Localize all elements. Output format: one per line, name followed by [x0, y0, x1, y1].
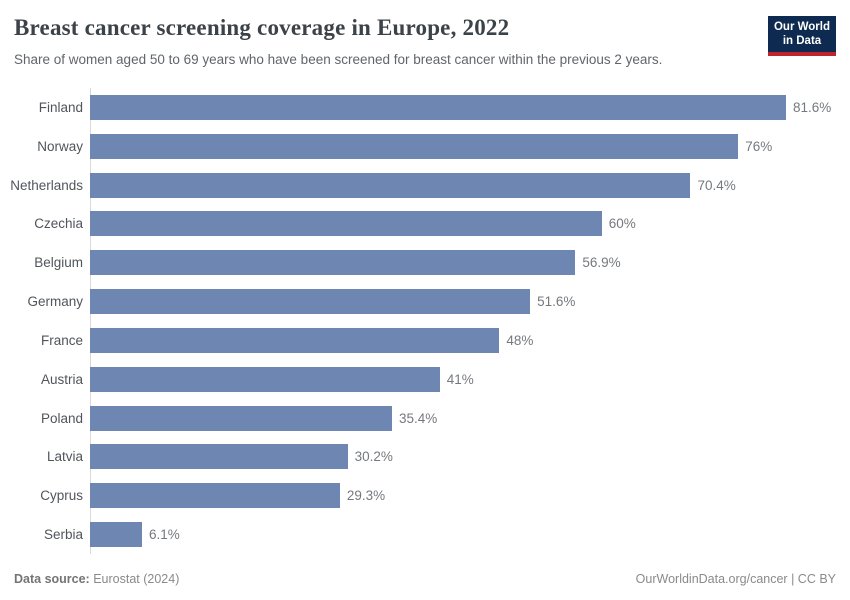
value-label: 81.6%	[793, 99, 832, 115]
value-label: 29.3%	[346, 488, 386, 504]
bar-track: 35.4%	[90, 405, 850, 431]
bar-row: Czechia 60%	[0, 204, 850, 243]
license-label: CC BY	[797, 572, 836, 586]
owid-logo-line2: in Data	[782, 34, 822, 47]
data-source-label: Data source:	[14, 572, 90, 586]
category-label: Belgium	[34, 255, 83, 271]
category-label: Serbia	[43, 527, 83, 543]
bar-track: 41%	[90, 366, 850, 392]
bar-track: 48%	[90, 327, 850, 353]
bar-track: 81.6%	[90, 94, 850, 120]
footer: Data source: Eurostat (2024) OurWorldinD…	[14, 572, 836, 587]
bar-row: Belgium 56.9%	[0, 243, 850, 282]
value-label: 60%	[608, 216, 636, 232]
bar[interactable]	[90, 366, 440, 392]
header: Breast cancer screening coverage in Euro…	[14, 14, 750, 68]
bar[interactable]	[90, 444, 348, 470]
bar-row: Serbia 6.1%	[0, 515, 850, 554]
bar-track: 60%	[90, 211, 850, 237]
bar-row: Norway 76%	[0, 127, 850, 166]
bar[interactable]	[90, 327, 500, 353]
bar[interactable]	[90, 483, 340, 509]
category-label: Latvia	[46, 449, 83, 465]
category-label: Norway	[37, 138, 83, 154]
category-label: France	[40, 332, 83, 348]
data-source: Data source: Eurostat (2024)	[14, 572, 179, 587]
bar[interactable]	[90, 250, 576, 276]
owid-logo[interactable]: Our World in Data	[768, 16, 836, 56]
bar-track: 30.2%	[90, 444, 850, 470]
category-label: Austria	[40, 371, 83, 387]
bar-track: 6.1%	[90, 522, 850, 548]
value-label: 6.1%	[149, 527, 180, 543]
bar-track: 29.3%	[90, 483, 850, 509]
bar[interactable]	[90, 522, 143, 548]
bar[interactable]	[90, 405, 392, 431]
value-label: 51.6%	[537, 294, 576, 310]
value-label: 76%	[745, 138, 773, 154]
page-title: Breast cancer screening coverage in Euro…	[14, 15, 510, 40]
bar-row: Poland 35.4%	[0, 399, 850, 438]
category-label: Germany	[27, 294, 83, 310]
category-label: Finland	[38, 99, 83, 115]
category-label: Cyprus	[40, 488, 83, 504]
bar-track: 70.4%	[90, 172, 850, 198]
bar-row: Austria 41%	[0, 360, 850, 399]
value-label: 48%	[506, 332, 534, 348]
owid-link[interactable]: OurWorldinData.org/cancer	[635, 572, 788, 586]
value-label: 70.4%	[697, 177, 736, 193]
bar-track: 76%	[90, 133, 850, 159]
bar[interactable]	[90, 133, 739, 159]
bar-row: France 48%	[0, 321, 850, 360]
data-source-value: Eurostat (2024)	[93, 572, 180, 586]
value-label: 30.2%	[354, 449, 393, 465]
bar-row: Finland 81.6%	[0, 88, 850, 127]
credits: OurWorldinData.org/cancer | CC BY	[636, 572, 836, 587]
bar[interactable]	[90, 211, 602, 237]
category-label: Czechia	[34, 216, 83, 232]
credit-separator: |	[787, 572, 798, 586]
bar-row: Cyprus 29.3%	[0, 476, 850, 515]
owid-logo-line1: Our World	[773, 21, 830, 33]
chart-subtitle: Share of women aged 50 to 69 years who h…	[14, 52, 663, 67]
y-axis-line	[90, 88, 91, 554]
bar[interactable]	[90, 289, 531, 315]
bar-row: Germany 51.6%	[0, 282, 850, 321]
value-label: 41%	[446, 371, 474, 387]
value-label: 56.9%	[582, 255, 621, 271]
value-label: 35.4%	[398, 410, 438, 426]
bar-row: Latvia 30.2%	[0, 437, 850, 476]
bar-track: 56.9%	[90, 250, 850, 276]
category-label: Netherlands	[10, 177, 83, 193]
category-label: Poland	[40, 410, 83, 426]
bar[interactable]	[90, 94, 786, 120]
bar[interactable]	[90, 172, 691, 198]
bar-track: 51.6%	[90, 289, 850, 315]
bar-row: Netherlands 70.4%	[0, 166, 850, 205]
bar-chart: Finland 81.6% Norway 76% Netherlands 70.4% Cze…	[0, 88, 850, 554]
